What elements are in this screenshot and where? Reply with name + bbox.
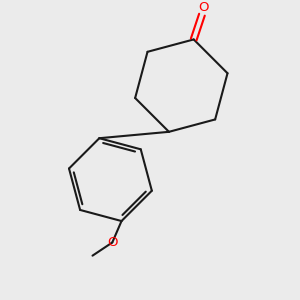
Text: O: O: [107, 236, 118, 249]
Text: O: O: [199, 1, 209, 14]
